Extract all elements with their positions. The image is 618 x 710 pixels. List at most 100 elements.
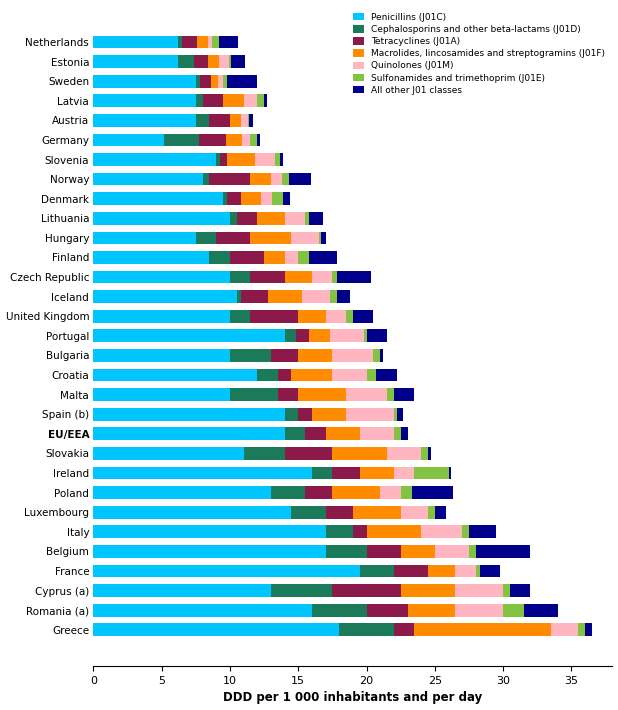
Bar — [268, 290, 302, 303]
Bar — [366, 368, 376, 381]
Bar — [230, 212, 237, 224]
Bar — [93, 368, 257, 381]
Bar — [93, 506, 292, 518]
Bar — [164, 133, 198, 146]
Bar — [295, 329, 309, 342]
Bar — [353, 506, 400, 518]
Bar — [196, 231, 216, 244]
Bar — [346, 388, 387, 401]
Bar — [476, 545, 530, 558]
Bar — [250, 133, 257, 146]
Bar — [197, 36, 208, 48]
Bar — [271, 486, 305, 499]
Bar — [281, 153, 283, 166]
Bar — [219, 36, 238, 48]
Bar — [285, 251, 298, 264]
Bar — [400, 584, 455, 597]
Bar — [93, 290, 237, 303]
Bar — [285, 447, 332, 460]
Bar — [231, 55, 245, 68]
Bar — [93, 251, 210, 264]
Bar — [298, 251, 309, 264]
Bar — [414, 623, 551, 636]
Bar — [241, 290, 268, 303]
Bar — [285, 408, 298, 420]
Bar — [264, 94, 267, 107]
Bar — [305, 212, 309, 224]
Bar — [271, 584, 332, 597]
Bar — [264, 251, 285, 264]
Bar — [400, 486, 412, 499]
Bar — [337, 271, 371, 283]
Bar — [93, 564, 360, 577]
Bar — [298, 408, 312, 420]
Bar — [271, 173, 282, 185]
Bar — [250, 173, 271, 185]
Bar — [332, 486, 380, 499]
Bar — [298, 388, 346, 401]
Bar — [211, 75, 218, 87]
Bar — [178, 55, 195, 68]
Bar — [421, 525, 462, 538]
Bar — [196, 75, 200, 87]
Bar — [321, 231, 326, 244]
Bar — [93, 36, 178, 48]
Bar — [285, 212, 305, 224]
Bar — [227, 75, 257, 87]
Bar — [196, 114, 210, 126]
Bar — [203, 94, 223, 107]
Bar — [312, 271, 332, 283]
Bar — [428, 447, 431, 460]
Bar — [523, 604, 558, 616]
Bar — [285, 329, 295, 342]
Bar — [332, 447, 387, 460]
Bar — [216, 231, 250, 244]
Bar — [585, 623, 592, 636]
Bar — [309, 251, 337, 264]
Bar — [394, 408, 397, 420]
Bar — [469, 525, 496, 538]
Bar — [261, 192, 273, 205]
Bar — [480, 564, 501, 577]
Bar — [412, 486, 452, 499]
Bar — [241, 192, 261, 205]
Bar — [326, 506, 353, 518]
Bar — [93, 310, 230, 322]
Bar — [305, 486, 332, 499]
Bar — [195, 55, 208, 68]
Bar — [285, 427, 305, 440]
Bar — [221, 153, 227, 166]
Bar — [503, 584, 510, 597]
Bar — [394, 623, 414, 636]
Bar — [93, 486, 271, 499]
Bar — [283, 192, 290, 205]
Bar — [208, 36, 212, 48]
Bar — [230, 114, 241, 126]
Bar — [366, 329, 387, 342]
Bar — [93, 271, 230, 283]
Bar — [326, 427, 360, 440]
Bar — [93, 75, 196, 87]
Bar — [93, 212, 230, 224]
Bar — [230, 251, 264, 264]
Bar — [435, 506, 446, 518]
Bar — [332, 349, 373, 362]
Bar — [208, 55, 219, 68]
Bar — [227, 192, 241, 205]
Bar — [312, 604, 366, 616]
Bar — [275, 153, 281, 166]
Bar — [226, 133, 242, 146]
Bar — [273, 192, 283, 205]
Bar — [309, 329, 329, 342]
Bar — [326, 525, 353, 538]
Bar — [93, 133, 164, 146]
Bar — [93, 427, 285, 440]
Bar — [397, 408, 404, 420]
Bar — [237, 290, 241, 303]
Bar — [93, 388, 230, 401]
Bar — [476, 564, 480, 577]
Bar — [198, 133, 226, 146]
Bar — [230, 271, 250, 283]
Bar — [332, 584, 400, 597]
X-axis label: DDD per 1 000 inhabitants and per day: DDD per 1 000 inhabitants and per day — [223, 692, 483, 704]
